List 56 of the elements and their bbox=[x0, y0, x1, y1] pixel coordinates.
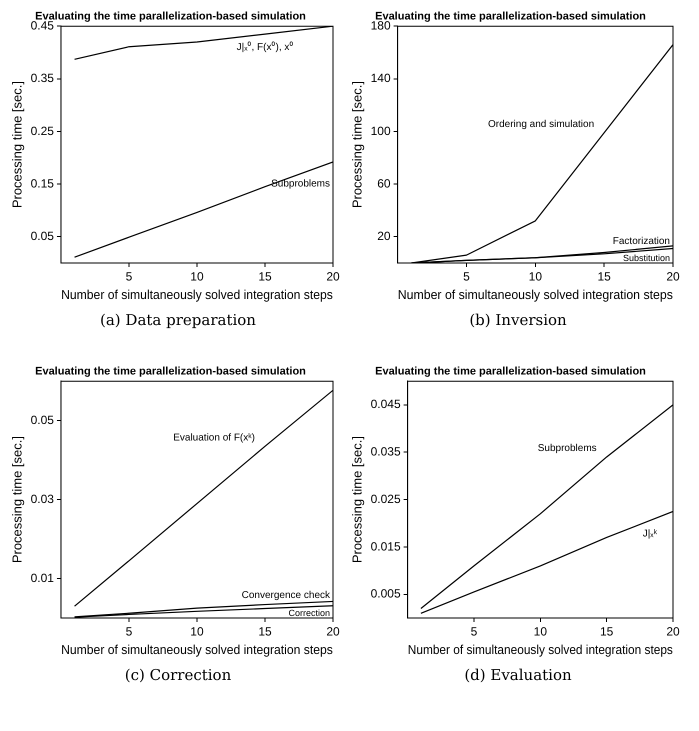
x-tick-label: 10 bbox=[190, 270, 204, 284]
x-tick-label: 15 bbox=[258, 624, 272, 639]
text: (a) Data preparation bbox=[99, 311, 257, 329]
y-tick-label: 0.03 bbox=[30, 492, 54, 506]
x-tick-label: 10 bbox=[190, 624, 204, 639]
text: (c) Correction bbox=[124, 666, 232, 684]
series-label: Factorization bbox=[612, 236, 670, 248]
y-axis-title: Processing time [sec.] bbox=[349, 81, 364, 208]
x-axis-title: Number of simultaneously solved integration steps bbox=[408, 642, 673, 657]
chart-title: Evaluating the time parallelization-based simulation bbox=[35, 366, 306, 378]
series-label: Ordering and simulation bbox=[488, 118, 594, 130]
y-tick-label: 0.15 bbox=[30, 176, 54, 190]
y-axis-title: Processing time [sec.] bbox=[9, 81, 24, 208]
x-tick-label: 5 bbox=[126, 624, 133, 639]
x-tick-label: 20 bbox=[326, 270, 340, 284]
y-tick-label: 140 bbox=[370, 71, 391, 86]
x-axis-title: Number of simultaneously solved integration steps bbox=[61, 287, 333, 302]
y-axis-title: Processing time [sec.] bbox=[349, 436, 364, 564]
y-tick-label: 0.35 bbox=[30, 71, 54, 86]
y-tick-label: 20 bbox=[377, 229, 391, 243]
y-tick-label: 0.05 bbox=[30, 412, 54, 427]
x-tick-label: 5 bbox=[470, 624, 478, 639]
series-label: Correction bbox=[288, 608, 330, 618]
y-tick-label: 0.01 bbox=[30, 570, 54, 585]
series-label: Substitution bbox=[622, 253, 670, 263]
series-label: J|ₓᵏ bbox=[642, 528, 658, 540]
x-tick-label: 10 bbox=[534, 624, 548, 639]
x-axis-title: Number of simultaneously solved integration steps bbox=[61, 642, 333, 657]
y-tick-label: 0.25 bbox=[30, 124, 54, 138]
chart-title: Evaluating the time parallelization-based simulation bbox=[375, 366, 646, 378]
y-tick-label: 100 bbox=[370, 124, 391, 138]
y-tick-label: 0.035 bbox=[370, 444, 401, 459]
series-label: Subproblems bbox=[271, 178, 330, 190]
text: (b) Inversion bbox=[468, 311, 568, 329]
x-tick-label: 15 bbox=[600, 624, 614, 639]
x-tick-label: 5 bbox=[126, 270, 133, 284]
y-tick-label: 0.015 bbox=[370, 539, 401, 554]
y-tick-label: 0.025 bbox=[370, 492, 401, 506]
x-tick-label: 20 bbox=[666, 624, 680, 639]
x-tick-label: 20 bbox=[326, 624, 340, 639]
text: (d) Evaluation bbox=[463, 666, 573, 684]
y-tick-label: 0.045 bbox=[370, 397, 401, 412]
y-tick-label: 0.005 bbox=[370, 586, 401, 601]
series-label: J|ₓ⁰, F(x⁰), x⁰ bbox=[236, 41, 294, 54]
y-tick-label: 0.05 bbox=[30, 229, 54, 243]
y-tick-label: 60 bbox=[377, 176, 391, 190]
x-tick-label: 15 bbox=[597, 270, 612, 284]
x-tick-label: 15 bbox=[258, 270, 272, 284]
series-label: Convergence check bbox=[242, 590, 331, 602]
x-axis-title: Number of simultaneously solved integration steps bbox=[398, 287, 673, 302]
y-axis-title: Processing time [sec.] bbox=[9, 436, 24, 564]
x-tick-label: 20 bbox=[666, 270, 680, 284]
x-tick-label: 10 bbox=[528, 270, 542, 284]
series-label: Subproblems bbox=[538, 442, 597, 454]
x-tick-label: 5 bbox=[463, 270, 470, 284]
series-label: Evaluation of F(xᵏ) bbox=[173, 432, 255, 444]
